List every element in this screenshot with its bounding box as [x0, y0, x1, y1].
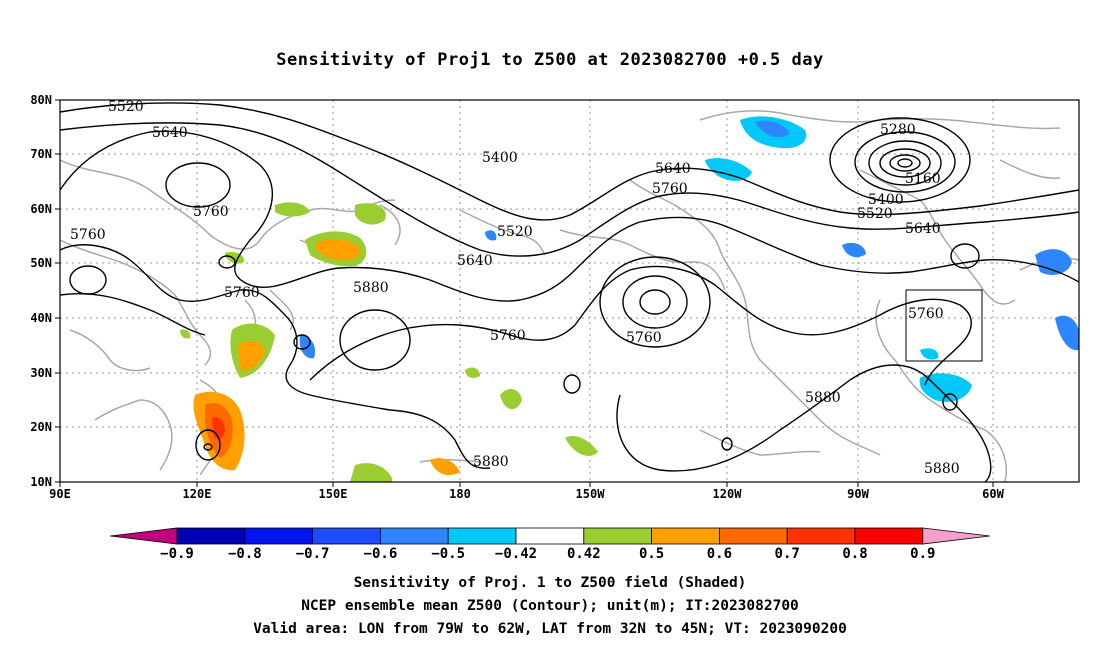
- chart-title: Sensitivity of Proj1 to Z500 at 20230827…: [276, 50, 824, 70]
- sensitivity-shading: [180, 116, 1079, 482]
- z500-contours: [59, 102, 1080, 483]
- colorbar-tick-label: −0.42: [495, 546, 537, 562]
- lon-label: 150E: [319, 487, 348, 501]
- caption-line-1: Sensitivity of Proj. 1 to Z500 field (Sh…: [353, 575, 747, 591]
- lon-label: 180: [449, 487, 471, 501]
- contour-label: 5520: [497, 224, 533, 240]
- contour-label: 5760: [626, 330, 662, 346]
- contour-label: 5640: [152, 125, 188, 141]
- contour-label: 5400: [482, 150, 518, 166]
- contour-label: 5640: [457, 253, 493, 269]
- contour-label: 5280: [880, 122, 916, 138]
- contour-label: 5640: [905, 221, 941, 237]
- colorbar-tick-label: 0.9: [910, 546, 935, 562]
- caption-line-2: NCEP ensemble mean Z500 (Contour); unit(…: [301, 598, 799, 614]
- colorbar-tick-label: −0.8: [228, 546, 262, 562]
- colorbar-low-triangle: [109, 527, 178, 545]
- colorbar-tick-label: 0.6: [707, 546, 732, 562]
- contour-label: 5880: [805, 390, 841, 406]
- contour-label: 5880: [473, 454, 509, 470]
- lon-label: 90W: [847, 487, 869, 501]
- lon-label: 60W: [982, 487, 1004, 501]
- contour-label: 5760: [70, 227, 106, 243]
- longitude-labels: 90E 120E 150E 180 150W 120W 90W 60W: [49, 487, 1004, 501]
- contour-label: 5640: [655, 161, 691, 177]
- contour-label: 5520: [108, 99, 144, 115]
- colorbar-segment: [244, 527, 314, 545]
- lon-label: 120W: [713, 487, 743, 501]
- colorbar-segment: [312, 527, 381, 545]
- colorbar-tick-label: 0.5: [639, 546, 664, 562]
- colorbar-segment: [719, 527, 788, 545]
- caption-line-3: Valid area: LON from 79W to 62W, LAT fro…: [253, 621, 847, 637]
- valid-area-box: [905, 289, 983, 362]
- colorbar-tick-label: 0.42: [567, 546, 601, 562]
- colorbar-segment: [447, 527, 517, 545]
- colorbar-segment: [176, 527, 246, 545]
- lat-label: 30N: [30, 366, 52, 380]
- contour-labels: 5520 5640 5760 5760 5760 5880 5400 5520 …: [70, 99, 960, 477]
- lat-label: 80N: [30, 93, 52, 107]
- colorbar-segment: [515, 527, 585, 545]
- contour-label: 5880: [924, 461, 960, 477]
- colorbar-segment: [786, 527, 856, 545]
- contour-label: 5760: [652, 181, 688, 197]
- colorbar-segment: [583, 527, 652, 545]
- contour-label: 5160: [905, 171, 941, 187]
- contour-label: 5760: [490, 328, 526, 344]
- colorbar-tick-label: −0.7: [296, 546, 330, 562]
- lon-label: 120E: [183, 487, 212, 501]
- lat-label: 70N: [30, 147, 52, 161]
- colorbar-tick-label: −0.6: [364, 546, 398, 562]
- lon-label: 90E: [49, 487, 71, 501]
- colorbar-segment: [651, 527, 720, 545]
- colorbar-segment: [379, 527, 449, 545]
- colorbar-high-triangle: [922, 527, 990, 545]
- contour-label: 5520: [857, 206, 893, 222]
- colorbar: −0.9 −0.8 −0.7 −0.6 −0.5 −0.42 0.42 0.5 0.6 0.7 0.…: [109, 527, 990, 562]
- lat-label: 40N: [30, 311, 52, 325]
- contour-label: 5760: [908, 306, 944, 322]
- colorbar-segment: [854, 527, 924, 545]
- lat-label: 20N: [30, 420, 52, 434]
- colorbar-tick-label: 0.7: [775, 546, 800, 562]
- contour-label: 5400: [868, 192, 904, 208]
- lat-label: 10N: [30, 475, 52, 489]
- colorbar-tick-label: −0.5: [431, 546, 465, 562]
- contour-label: 5760: [193, 204, 229, 220]
- contour-label: 5760: [224, 285, 260, 301]
- lon-label: 150W: [576, 487, 606, 501]
- lat-label: 50N: [30, 256, 52, 270]
- tick-marks: [55, 99, 994, 487]
- colorbar-tick-label: −0.9: [160, 546, 194, 562]
- colorbar-tick-label: 0.8: [842, 546, 867, 562]
- lat-label: 60N: [30, 202, 52, 216]
- contour-label: 5880: [353, 280, 389, 296]
- map-frame: [59, 99, 1080, 483]
- latitude-labels: 80N 70N 60N 50N 40N 30N 20N 10N: [30, 93, 52, 489]
- figure-caption: Sensitivity of Proj. 1 to Z500 field (Sh…: [0, 572, 1100, 641]
